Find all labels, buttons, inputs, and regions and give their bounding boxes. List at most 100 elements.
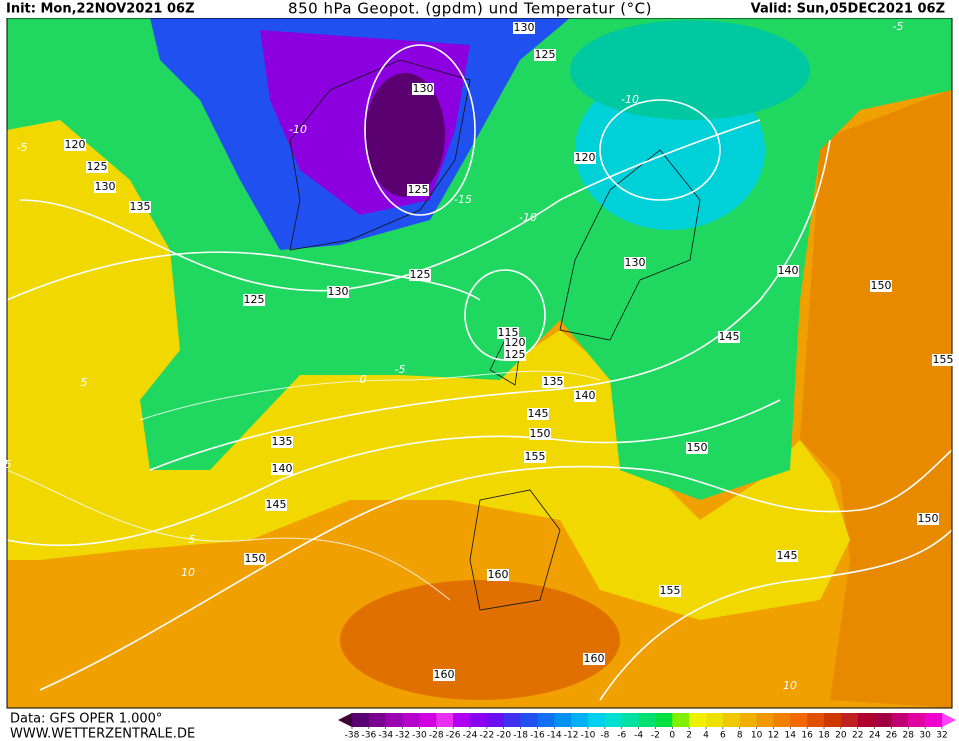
colorbar-tick-label: 10 bbox=[751, 731, 763, 741]
geopotential-label-box bbox=[777, 265, 799, 277]
geopotential-label-box bbox=[870, 280, 892, 292]
colorbar-tick-label: 26 bbox=[886, 731, 898, 741]
colorbar-tick-label: 16 bbox=[801, 731, 813, 741]
colorbar-high-end bbox=[942, 713, 956, 727]
geopotential-label-box bbox=[129, 201, 151, 213]
temperature-label: -15 bbox=[454, 193, 472, 206]
geopotential-label-box bbox=[718, 331, 740, 343]
colorbar-tick-label: 22 bbox=[852, 731, 863, 741]
colorbar-tick-label: -24 bbox=[463, 731, 478, 741]
colorbar-segment bbox=[638, 713, 656, 727]
colorbar-tick-label: -14 bbox=[547, 731, 562, 741]
geopotential-label-box bbox=[527, 408, 549, 420]
colorbar-segment bbox=[689, 713, 707, 727]
colorbar-segment bbox=[790, 713, 808, 727]
isohypse bbox=[364, 44, 476, 216]
colorbar-tick-label: 8 bbox=[737, 731, 743, 741]
isotherm bbox=[139, 370, 601, 421]
colorbar-segment bbox=[756, 713, 774, 727]
contour-labels: 1301251301201251301351201251251301401501… bbox=[5, 20, 954, 692]
colorbar-segment bbox=[436, 713, 454, 727]
colorbar-segment bbox=[368, 713, 387, 727]
geopotential-label-box bbox=[64, 139, 86, 151]
geopotential-label: 160 bbox=[584, 652, 605, 665]
colorbar-tick-label: -12 bbox=[564, 731, 579, 741]
colorbar-segment bbox=[807, 713, 825, 727]
temperature-label: 5 bbox=[189, 533, 196, 546]
geopotential-label-box bbox=[776, 550, 798, 562]
colorbar-tick-label: 30 bbox=[919, 731, 931, 741]
colorbar-tick-label: 32 bbox=[936, 731, 947, 741]
geopotential-label: 140 bbox=[778, 264, 799, 277]
colorbar-segment bbox=[773, 713, 791, 727]
geopotential-label: 125 bbox=[87, 160, 108, 173]
warm-core bbox=[340, 580, 620, 700]
colorbar-segment bbox=[908, 713, 926, 727]
geopotential-label-box bbox=[659, 585, 681, 597]
geopotential-label: 130 bbox=[95, 180, 116, 193]
geopotential-label: 145 bbox=[266, 498, 287, 511]
colorbar-tick-label: 6 bbox=[720, 731, 726, 741]
temperature-label: -5 bbox=[17, 141, 28, 154]
geopotential-label-box bbox=[524, 451, 546, 463]
temperature-label: -5 bbox=[893, 20, 904, 33]
colorbar-tick-label: -6 bbox=[617, 731, 626, 741]
colorbar-segment bbox=[470, 713, 488, 727]
geopotential-label-box bbox=[917, 513, 939, 525]
colorbar: -38 -36 -34 -32 -30 -28 -26 -24 -22 -20 -18 -16 -14-… bbox=[338, 713, 956, 741]
greenland-coast bbox=[289, 59, 471, 251]
map-title: 850 hPa Geopot. (gpdm) und Temperatur (°… bbox=[288, 0, 652, 18]
geopotential-label: 150 bbox=[245, 552, 266, 565]
colorbar-segment bbox=[453, 713, 471, 727]
geopotential-label-box bbox=[243, 294, 265, 306]
geopotential-label: 120 bbox=[575, 151, 596, 164]
cold-north bbox=[570, 20, 810, 120]
geopotential-label: 130 bbox=[328, 285, 349, 298]
geopotential-label: 125 bbox=[505, 348, 526, 361]
colorbar-segment bbox=[655, 713, 673, 727]
isohypse bbox=[6, 251, 481, 301]
header-band bbox=[0, 0, 959, 18]
init-time: Init: Mon,22NOV2021 06Z bbox=[6, 2, 195, 17]
geopotential-label: 125 bbox=[410, 268, 431, 281]
colorbar-segment bbox=[722, 713, 741, 727]
geopotential-label-box bbox=[244, 553, 266, 565]
geopotential-label-box bbox=[513, 22, 535, 34]
geopotential-label: 150 bbox=[530, 427, 551, 440]
geopotential-label-box bbox=[86, 161, 108, 173]
geopotential-label-box bbox=[94, 181, 116, 193]
colorbar-segment bbox=[537, 713, 555, 727]
geopotential-label: 155 bbox=[525, 450, 546, 463]
colorbar-tick-label: 0 bbox=[669, 731, 675, 741]
geopotential-label: 150 bbox=[918, 512, 939, 525]
colorbar-tick-label: 4 bbox=[703, 731, 709, 741]
frigid-core bbox=[365, 73, 445, 197]
site-name: WWW.WETTERZENTRALE.DE bbox=[10, 727, 195, 741]
temperature-label: -10 bbox=[289, 123, 307, 136]
colorbar-segment bbox=[891, 713, 909, 727]
geopotential-label: 145 bbox=[528, 407, 549, 420]
warm-east bbox=[800, 90, 952, 708]
geopotential-label: 155 bbox=[933, 353, 954, 366]
colorbar-tick-label: -10 bbox=[581, 731, 596, 741]
temperature-label: 10 bbox=[181, 566, 195, 579]
iberia-coast bbox=[469, 489, 561, 611]
temperature-label: -10 bbox=[519, 211, 537, 224]
geopotential-label-box bbox=[327, 286, 349, 298]
colorbar-tick-label: -20 bbox=[496, 731, 511, 741]
geopotential-label-box bbox=[542, 376, 564, 388]
geopotential-label-box bbox=[412, 83, 434, 95]
colorbar-segment bbox=[520, 713, 538, 727]
geopotential-label: 115 bbox=[498, 326, 519, 339]
colorbar-low-end bbox=[338, 713, 352, 727]
geopotential-label-box bbox=[574, 390, 596, 402]
colorbar-segment bbox=[419, 713, 437, 727]
colorbar-tick-label: 12 bbox=[768, 731, 779, 741]
geopotential-label: 125 bbox=[535, 48, 556, 61]
geopotential-label-box bbox=[529, 428, 551, 440]
colorbar-tick-label: -36 bbox=[362, 731, 377, 741]
geopotential-label-box bbox=[407, 184, 429, 196]
temperature-label: -5 bbox=[395, 363, 406, 376]
colorbar-tick-label: -18 bbox=[513, 731, 528, 741]
